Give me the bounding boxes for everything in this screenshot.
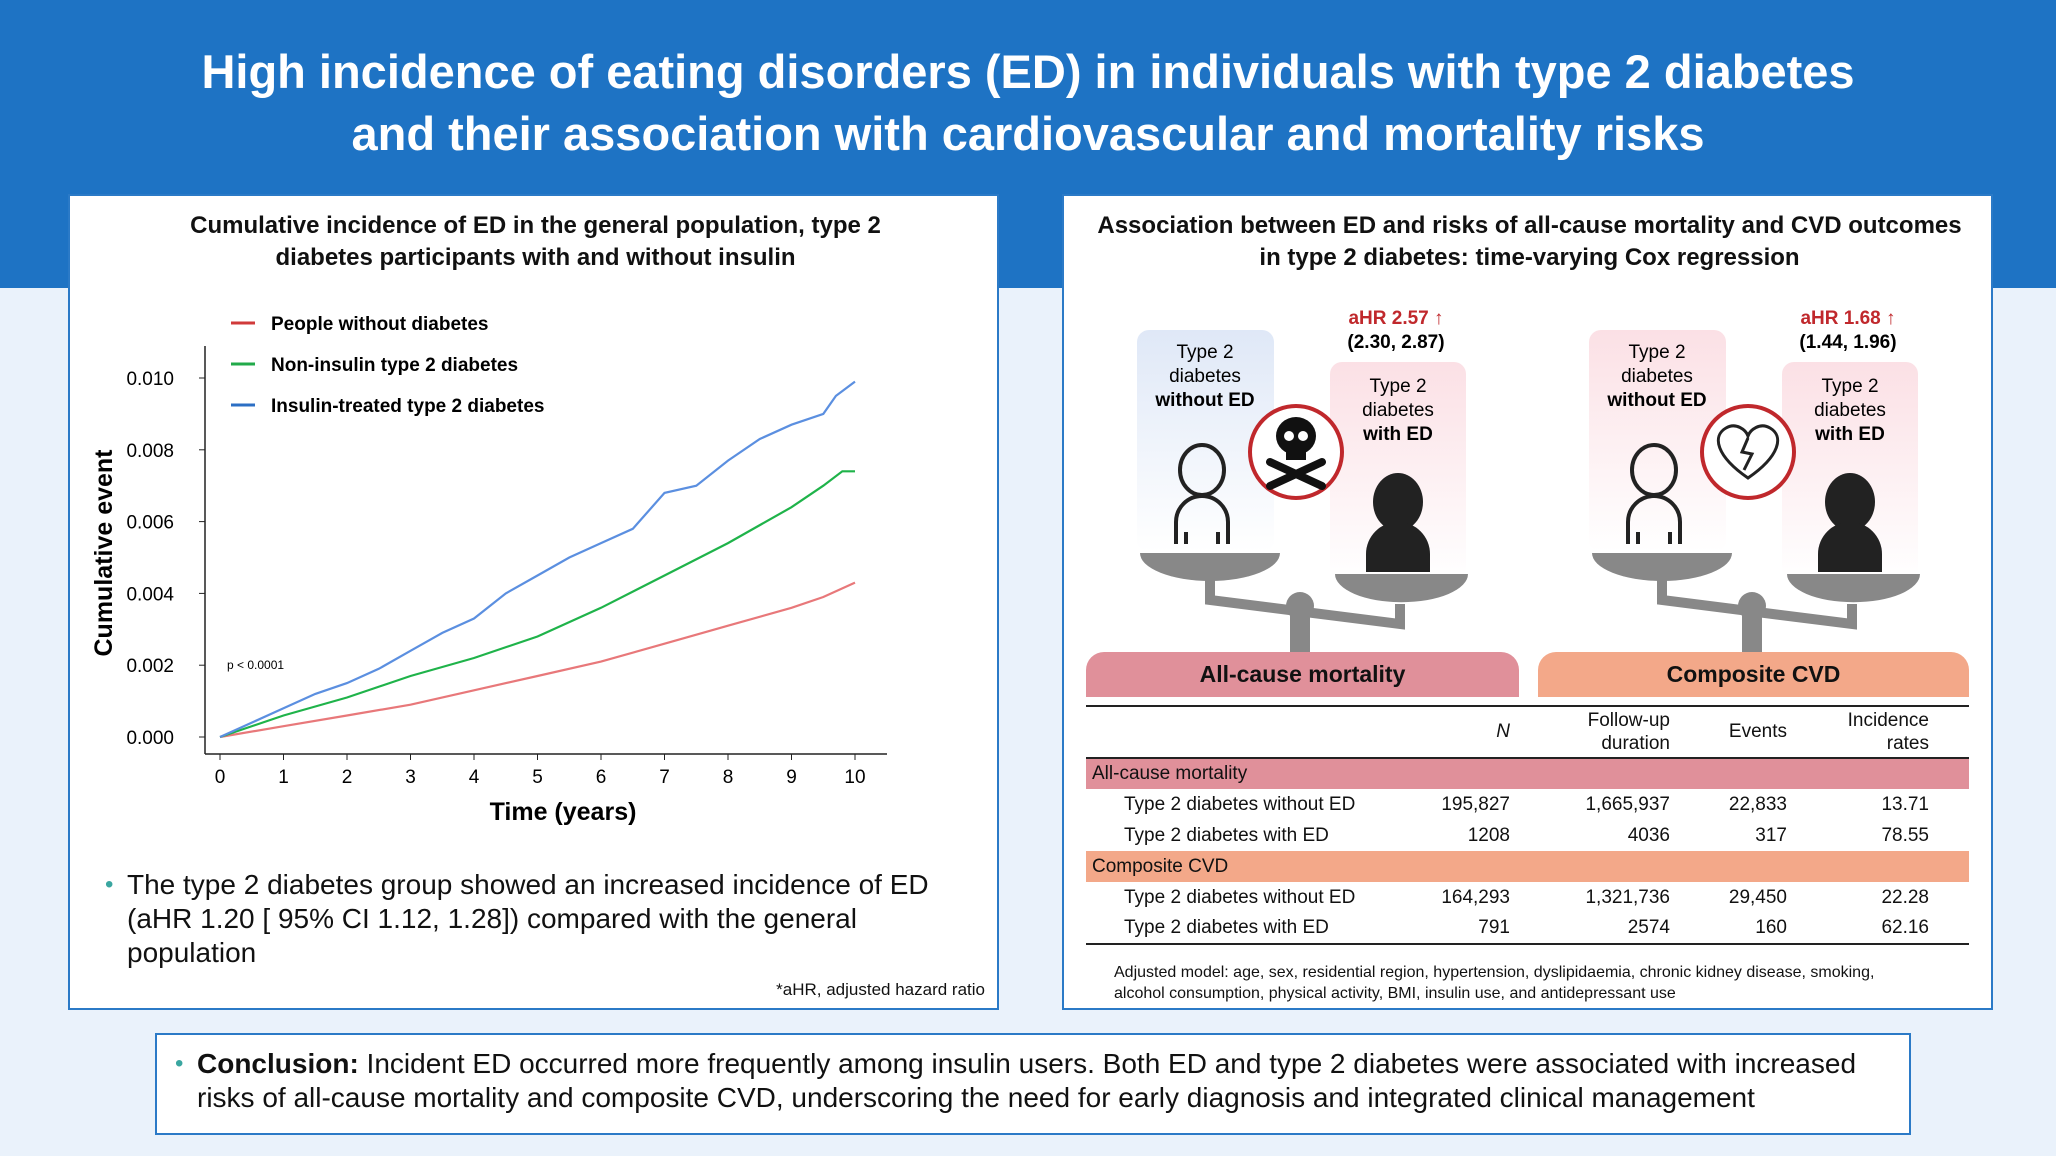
x-axis-title: Time (years) [490,798,637,826]
person-filled-icon [1825,473,1875,531]
right-title-line2: in type 2 diabetes: time-varying Cox reg… [1259,244,1800,271]
bullet-line: (aHR 1.20 [ 95% CI 1.12, 1.28]) compared… [127,903,857,934]
outcomes-table: N Follow-up duration Events Incidence rate… [1086,705,1969,945]
group-label: Type 2 [1821,376,1878,397]
bullet-dot: • [105,871,114,898]
col-events: Events [1728,721,1787,742]
y-tick-label: 0.008 [126,441,174,462]
bullet-line: The type 2 diabetes group showed an incr… [127,869,929,900]
ahr-value: aHR 2.57 ↑ [1348,308,1443,329]
left-title-line2: diabetes participants with and without i… [275,244,796,271]
group-label: Type 2 [1628,342,1685,363]
right-panel: Association between ED and risks of all-… [1062,194,1993,1010]
table-row: Type 2 diabetes with ED 1208 4036 317 78.55 [1124,824,1929,846]
y-tick-label: 0.010 [126,369,174,390]
with-ed-box [1330,362,1466,579]
bullet-line: population [127,937,257,968]
y-tick-label: 0.006 [126,513,174,534]
x-tick-label: 10 [844,767,865,788]
person-filled-icon [1373,473,1423,531]
legend-label: People without diabetes [271,314,488,335]
page-title-line1: High incidence of eating disorders (ED) … [201,45,1855,98]
group-label: without ED [1606,390,1706,411]
col-follow-up: Follow-up duration [1587,710,1670,754]
group-label: with ED [1814,424,1885,445]
group-label: Type 2 [1176,342,1233,363]
group-label: without ED [1154,390,1254,411]
y-tick-label: 0.004 [126,584,174,605]
series-line-1 [219,470,855,739]
cumulative-incidence-chart: People without diabetes Non-insulin type … [90,314,887,826]
col-incidence: Incidence rates [1847,710,1929,754]
ahr-value: aHR 1.68 ↑ [1800,308,1895,329]
x-tick-label: 5 [532,767,543,788]
scale-pan-left [1140,553,1280,581]
table-header-row: N Follow-up duration Events Incidence rate… [1086,706,1969,758]
aHR-footnote: *aHR, adjusted hazard ratio [776,980,985,999]
scale-composite-cvd: Type 2 diabetes without ED Type 2 diabetes wi… [1589,308,1920,656]
group-label: with ED [1362,424,1433,445]
x-tick-label: 8 [723,767,734,788]
x-tick-label: 6 [596,767,607,788]
conclusion-text: Incident ED occurred more frequently amo… [197,1048,1857,1113]
col-n: N [1496,721,1510,742]
x-tick-label: 1 [278,767,289,788]
scale-pan-right [1787,574,1920,603]
scales-illustration: Type 2 diabetes without ED Type 2 diabetes wi… [1137,308,1920,656]
x-tick-label: 2 [342,767,353,788]
y-tick-label: 0.000 [126,728,174,749]
series-line-0 [219,581,856,739]
composite-cvd-label: Composite CVD [1538,652,1969,697]
table-section-row: All-cause mortality [1086,758,1969,789]
table-row: Type 2 diabetes without ED 195,827 1,665,9… [1124,793,1929,815]
table-row: Type 2 diabetes without ED 164,293 1,321,7… [1124,886,1929,908]
without-ed-box [1137,330,1274,552]
x-tick-label: 9 [786,767,797,788]
group-label: diabetes [1169,366,1241,387]
scale-pan-right [1335,574,1468,603]
page-title-line2: and their association with cardiovascula… [351,107,1705,160]
right-title-line1: Association between ED and risks of all-… [1097,212,1962,239]
x-tick-label: 4 [469,767,480,788]
x-tick-label: 3 [405,767,416,788]
legend-label: Insulin-treated type 2 diabetes [271,396,544,417]
right-panel-title: Association between ED and risks of all-… [1054,210,2005,274]
conclusion-label: Conclusion: [197,1048,359,1079]
conclusion-box: • Conclusion: Incident ED occurred more f… [155,1033,1911,1135]
finding-bullet: • The type 2 diabetes group showed an in… [105,868,977,970]
bullet-dot: • [175,1050,184,1077]
chart-legend: People without diabetes Non-insulin type … [231,314,544,417]
p-value-annotation: p < 0.0001 [227,658,284,672]
table-row: Type 2 diabetes with ED 791 2574 160 62.16 [1086,913,1969,944]
group-label: diabetes [1362,400,1434,421]
y-axis-title: Cumulative event [90,449,118,657]
adjusted-model-footnote: Adjusted model: age, sex, residential re… [1114,964,1875,1002]
y-tick-label: 0.002 [126,656,174,677]
left-panel-title: Cumulative incidence of ED in the genera… [70,210,1001,274]
group-label: diabetes [1621,366,1693,387]
x-tick-label: 0 [215,767,226,788]
ahr-ci: (2.30, 2.87) [1347,332,1444,353]
group-label: Type 2 [1369,376,1426,397]
group-label: diabetes [1814,400,1886,421]
left-panel: Cumulative incidence of ED in the genera… [68,194,999,1010]
scale-pan-left [1592,553,1732,581]
without-ed-box [1589,330,1726,552]
left-title-line1: Cumulative incidence of ED in the genera… [190,212,881,239]
series-line-2 [219,380,856,739]
ahr-ci: (1.44, 1.96) [1799,332,1896,353]
legend-label: Non-insulin type 2 diabetes [271,355,518,376]
scale-all-cause-mortality: Type 2 diabetes without ED Type 2 diabetes wi… [1137,308,1468,656]
x-tick-label: 7 [659,767,670,788]
with-ed-box [1782,362,1918,579]
table-section-row: Composite CVD [1086,851,1969,882]
all-cause-mortality-label: All-cause mortality [1086,652,1519,697]
